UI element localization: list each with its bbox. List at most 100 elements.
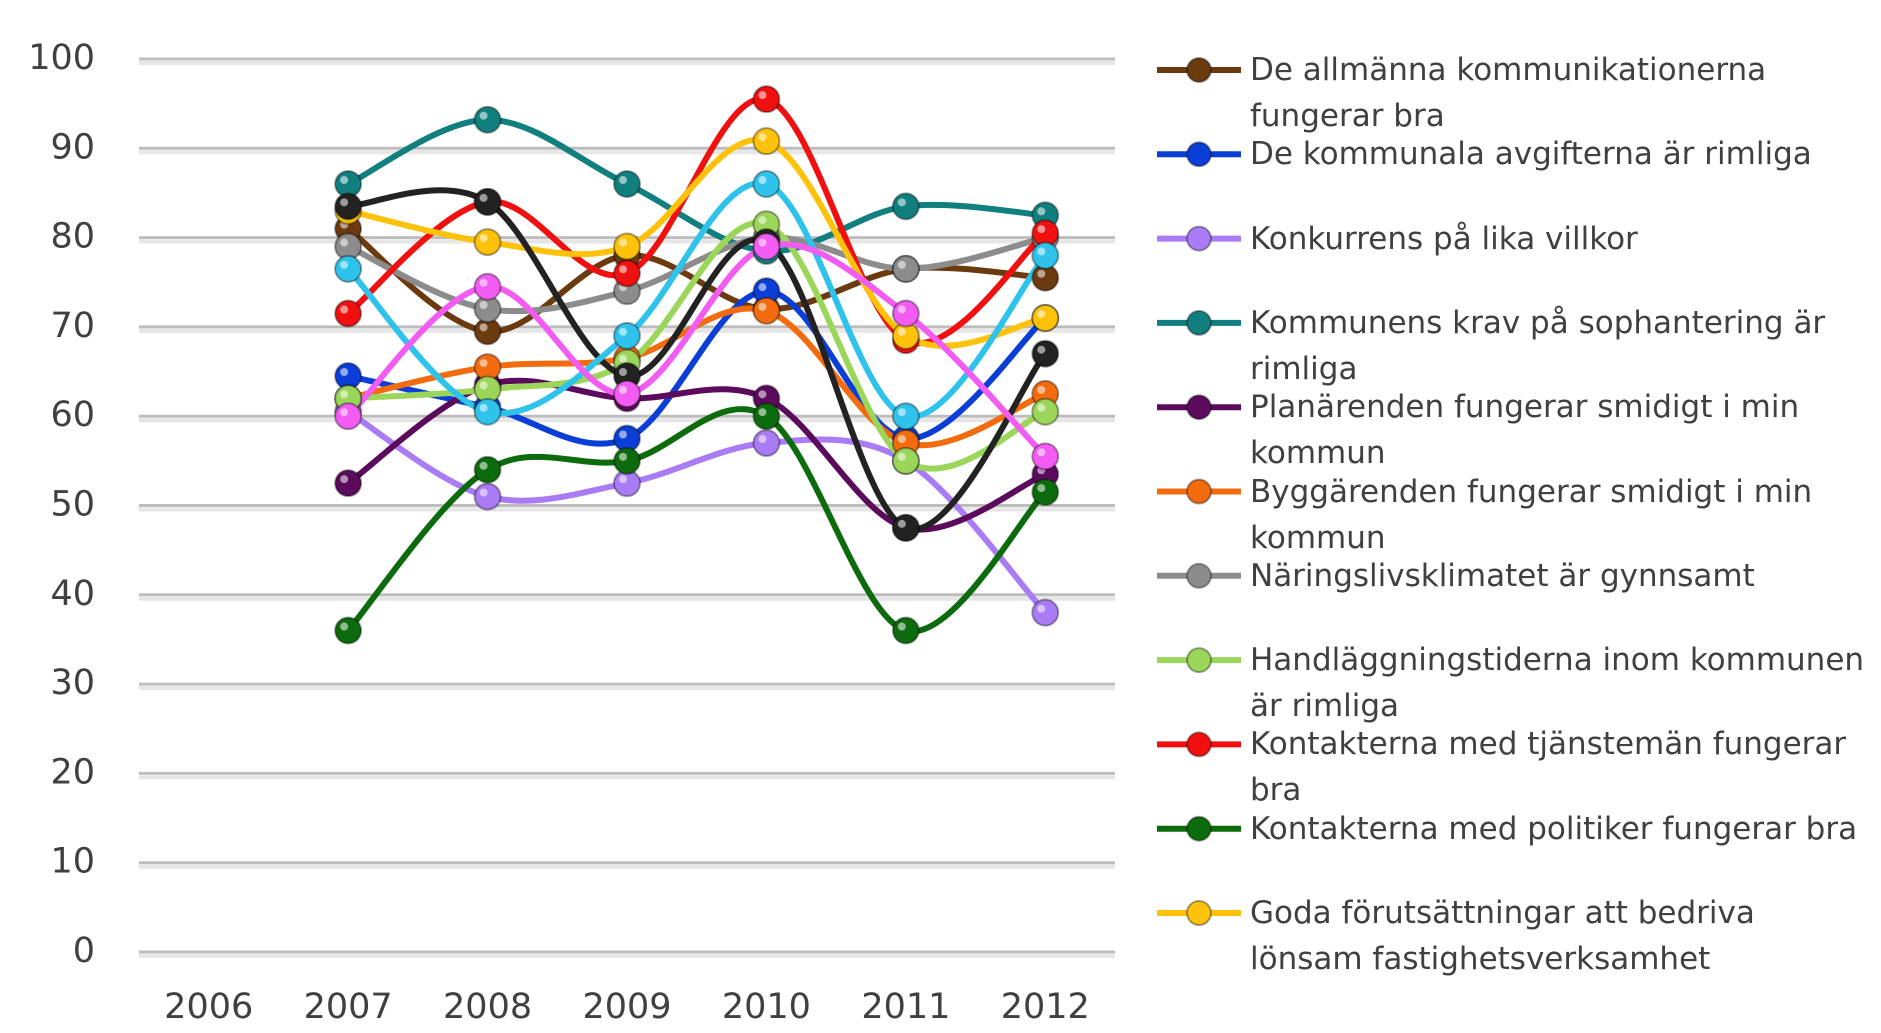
marker-highlight — [619, 385, 627, 394]
point-marker — [1031, 598, 1060, 627]
legend-label: Handläggningstiderna inom kommunen är ri… — [1250, 642, 1865, 725]
point-marker — [473, 455, 502, 484]
marker-highlight — [758, 434, 767, 443]
x-tick-label: 2009 — [582, 987, 671, 1027]
legend-marker — [1186, 815, 1212, 842]
point-marker — [334, 299, 363, 328]
marker-highlight — [1037, 269, 1046, 278]
point-marker — [1031, 303, 1060, 332]
point-marker — [613, 170, 641, 199]
marker-highlight — [1037, 403, 1046, 412]
legend-marker — [1186, 141, 1212, 168]
point-marker — [473, 272, 502, 301]
marker-highlight — [897, 622, 906, 631]
point-marker — [613, 379, 641, 408]
marker-highlight — [758, 91, 767, 100]
marker-highlight — [1037, 484, 1046, 493]
marker-highlight — [619, 327, 627, 336]
point-marker — [752, 232, 781, 261]
legend-marker — [1186, 478, 1212, 505]
legend-marker — [1186, 900, 1212, 926]
y-tick-label: 10 — [50, 842, 95, 882]
series-line — [345, 406, 1048, 635]
x-tick-label: 2012 — [1001, 987, 1090, 1027]
legend-label: Byggärenden fungerar smidigt i min kommu… — [1250, 473, 1813, 556]
legend-label: Kommunens krav på sophantering är rimlig… — [1250, 304, 1826, 387]
y-tick-label: 100 — [28, 38, 95, 78]
point-marker — [1031, 397, 1060, 426]
marker-highlight — [479, 359, 488, 368]
marker-highlight — [758, 216, 767, 225]
marker-highlight — [1037, 309, 1046, 318]
point-marker — [334, 192, 363, 221]
marker-highlight — [758, 302, 767, 311]
legend-marker — [1186, 57, 1212, 83]
marker-highlight — [1037, 604, 1046, 613]
point-marker — [334, 469, 363, 498]
point-marker — [473, 482, 502, 511]
y-tick-label: 70 — [50, 306, 95, 346]
marker-highlight — [479, 111, 488, 120]
marker-highlight — [479, 461, 488, 470]
x-tick-label: 2006 — [164, 987, 253, 1027]
x-tick-label: 2007 — [304, 987, 393, 1027]
marker-highlight — [897, 198, 906, 207]
series-line — [346, 241, 1048, 459]
legend-label: De allmänna kommunikationerna fungerar b… — [1250, 52, 1767, 134]
y-tick-label: 80 — [50, 217, 95, 257]
marker-highlight — [1037, 385, 1046, 394]
point-marker — [473, 397, 502, 426]
legend-label: Konkurrens på lika villkor — [1250, 220, 1638, 257]
marker-highlight — [340, 260, 349, 269]
marker-highlight — [619, 176, 627, 185]
point-marker — [891, 402, 920, 431]
point-marker — [752, 170, 781, 199]
legend-label: Kontakterna med politiker fungerar bra — [1250, 810, 1858, 847]
marker-highlight — [340, 390, 349, 399]
point-marker — [891, 192, 920, 221]
marker-highlight — [619, 368, 627, 377]
marker-highlight — [340, 475, 349, 484]
marker-highlight — [340, 198, 349, 207]
y-tick-label: 30 — [50, 663, 95, 703]
marker-highlight — [619, 475, 627, 484]
marker-highlight — [479, 381, 488, 390]
legend-label: Näringslivsklimatet är gynnsamt — [1250, 557, 1755, 594]
legend-label: Planärenden fungerar smidigt i min kommu… — [1250, 389, 1800, 472]
legend-label: Kontakterna med tjänstemän fungerar bra — [1250, 726, 1847, 809]
point-marker — [891, 446, 920, 475]
x-tick-label: 2010 — [722, 987, 811, 1027]
y-tick-label: 60 — [50, 395, 95, 435]
marker-highlight — [340, 368, 349, 377]
marker-highlight — [1037, 207, 1046, 216]
marker-highlight — [897, 452, 906, 461]
marker-highlight — [758, 176, 767, 185]
point-marker — [752, 85, 781, 114]
point-marker — [891, 616, 920, 645]
y-tick-label: 90 — [50, 127, 95, 167]
marker-highlight — [758, 238, 767, 247]
point-marker — [891, 254, 920, 283]
y-tick-label: 20 — [50, 752, 95, 792]
marker-highlight — [619, 430, 627, 439]
legend-marker — [1186, 731, 1212, 758]
point-marker — [1031, 241, 1060, 270]
marker-highlight — [619, 265, 627, 274]
marker-highlight — [897, 260, 906, 269]
marker-highlight — [897, 408, 906, 417]
point-marker — [334, 402, 363, 431]
point-marker — [613, 259, 641, 288]
point-marker — [752, 428, 781, 457]
marker-highlight — [479, 301, 488, 310]
point-marker — [891, 513, 920, 542]
legend-marker — [1186, 647, 1212, 674]
marker-highlight — [479, 234, 488, 243]
point-marker — [613, 446, 641, 475]
y-tick-label: 50 — [50, 485, 95, 525]
marker-highlight — [897, 327, 906, 336]
point-marker — [752, 127, 781, 156]
point-marker — [473, 187, 502, 216]
legend-marker — [1186, 394, 1212, 421]
point-marker — [613, 232, 641, 261]
